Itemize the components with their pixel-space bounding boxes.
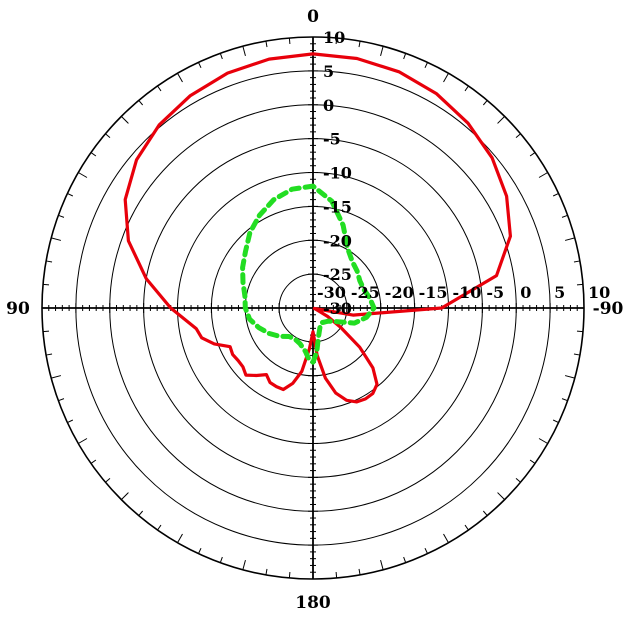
ring-tick-60 <box>443 533 449 543</box>
ring-tick-10 <box>573 353 580 356</box>
radial-label-vertical-8: 10 <box>323 28 345 47</box>
radial-label-vertical-6: 0 <box>323 96 334 115</box>
ring-tick-15 <box>564 375 575 379</box>
radial-label-horizontal-8: 10 <box>588 283 610 302</box>
ring-tick-195 <box>51 237 62 241</box>
radial-label-vertical-0: -30 <box>323 299 352 318</box>
ring-tick-100 <box>265 568 268 575</box>
ring-tick-85 <box>335 571 338 579</box>
ring-tick-170 <box>46 353 53 356</box>
ring-tick-70 <box>403 556 407 563</box>
radial-label-horizontal-4: -10 <box>453 283 482 302</box>
ring-tick-120 <box>177 533 183 543</box>
ring-tick-110 <box>219 556 223 563</box>
ring-tick-125 <box>157 524 162 531</box>
radial-label-vertical-5: -5 <box>323 130 341 149</box>
ring-tick-240 <box>177 73 183 83</box>
radial-label-horizontal-7: 5 <box>554 283 565 302</box>
series-layer <box>123 52 512 404</box>
ring-tick-55 <box>464 524 469 531</box>
ring-tick-280 <box>358 41 361 48</box>
ring-tick-225 <box>121 116 129 124</box>
ring-tick-200 <box>58 214 65 218</box>
ring-tick-65 <box>424 547 428 554</box>
ring-tick-175 <box>42 330 50 333</box>
ring-tick-75 <box>380 559 384 570</box>
radial-label-horizontal-1: -25 <box>351 283 380 302</box>
ring-tick-45 <box>497 492 505 500</box>
ring-tick-355 <box>576 283 584 286</box>
radial-label-vertical-7: 5 <box>323 62 334 81</box>
ring-tick-350 <box>573 260 580 263</box>
radial-label-horizontal-3: -15 <box>419 283 448 302</box>
ring-tick-300 <box>443 73 449 83</box>
ring-tick-95 <box>288 571 291 579</box>
tick-marks <box>42 37 584 579</box>
angle-label-1: 90 <box>6 299 30 319</box>
radial-label-horizontal-5: -5 <box>486 283 504 302</box>
radial-label-vertical-2: -20 <box>323 231 352 250</box>
ring-tick-130 <box>138 510 144 516</box>
angle-labels: 0 90 -90 180 <box>6 7 623 613</box>
ring-tick-290 <box>403 53 407 60</box>
ring-tick-235 <box>157 85 162 92</box>
radial-label-vertical-1: -25 <box>323 265 352 284</box>
ring-tick-325 <box>529 152 536 157</box>
ring-tick-210 <box>78 172 88 178</box>
ring-tick-230 <box>138 100 144 106</box>
ring-tick-320 <box>515 133 521 139</box>
ring-tick-105 <box>242 559 246 570</box>
ring-tick-80 <box>358 568 361 575</box>
ring-tick-40 <box>515 477 521 483</box>
ring-tick-345 <box>564 237 575 241</box>
ring-tick-25 <box>552 419 559 423</box>
ring-tick-140 <box>105 477 111 483</box>
angle-label-3: 180 <box>295 593 331 613</box>
ring-tick-5 <box>576 330 584 333</box>
ring-tick-215 <box>90 152 97 157</box>
radial-label-vertical-3: -15 <box>323 197 352 216</box>
ring-tick-310 <box>482 100 488 106</box>
radial-label-horizontal-6: 0 <box>520 283 531 302</box>
ring-tick-295 <box>424 62 428 69</box>
ring-tick-335 <box>552 193 559 197</box>
ring-tick-255 <box>242 46 246 57</box>
ring-tick-330 <box>538 172 548 178</box>
ring-tick-155 <box>67 419 74 423</box>
ring-tick-205 <box>67 193 74 197</box>
ring-tick-30 <box>538 438 548 444</box>
series-0-line <box>123 52 512 404</box>
ring-tick-115 <box>198 547 202 554</box>
ring-tick-305 <box>464 85 469 92</box>
ring-tick-145 <box>90 459 97 464</box>
ring-tick-260 <box>265 41 268 48</box>
ring-tick-165 <box>51 375 62 379</box>
radial-tick-labels: -30-30-25-25-20-20-15-15-10-10-5-5005510… <box>317 28 610 318</box>
radial-label-vertical-4: -10 <box>323 164 352 183</box>
ring-tick-245 <box>198 62 202 69</box>
ring-tick-340 <box>561 214 568 218</box>
ring-tick-190 <box>46 260 53 263</box>
angle-label-2: -90 <box>593 299 624 319</box>
radial-label-horizontal-0: -30 <box>317 283 346 302</box>
ring-tick-185 <box>42 283 50 286</box>
angle-label-0: 0 <box>307 7 319 27</box>
ring-tick-315 <box>497 116 505 124</box>
ring-tick-50 <box>482 510 488 516</box>
ring-tick-250 <box>219 53 223 60</box>
ring-tick-275 <box>335 37 338 45</box>
ring-tick-35 <box>529 459 536 464</box>
ring-tick-265 <box>288 37 291 45</box>
ring-tick-20 <box>561 398 568 402</box>
ring-tick-285 <box>380 46 384 57</box>
ring-tick-160 <box>58 398 65 402</box>
ring-tick-135 <box>121 492 129 500</box>
ring-tick-220 <box>105 133 111 139</box>
radial-label-horizontal-2: -20 <box>385 283 414 302</box>
ring-tick-150 <box>78 438 88 444</box>
